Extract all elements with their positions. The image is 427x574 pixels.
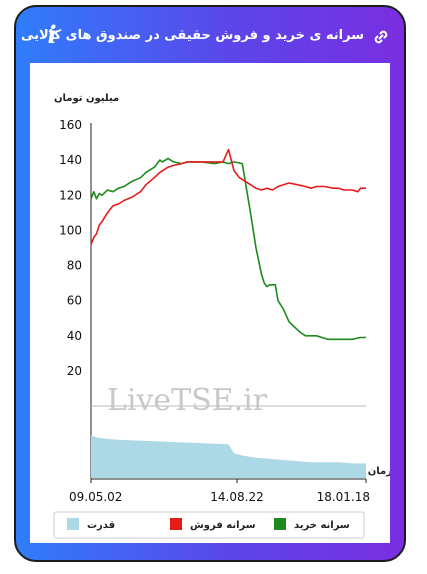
x-axis-label: زمان bbox=[368, 466, 390, 477]
legend-swatch-sell bbox=[170, 518, 182, 530]
y-tick-label: 160 bbox=[59, 118, 82, 132]
y-tick-label: 80 bbox=[67, 259, 82, 273]
chart-card: i سرانه ی خرید و فروش حقیقی در صندوق های… bbox=[14, 5, 406, 562]
legend-swatch-power bbox=[67, 518, 79, 530]
legend-swatch-buy bbox=[274, 518, 286, 530]
legend-label-power: قدرت bbox=[87, 520, 115, 531]
legend-label-buy: سرانه خرید bbox=[294, 520, 350, 531]
y-tick-label: 60 bbox=[67, 294, 82, 308]
x-tick-label: 09.05.02 bbox=[69, 490, 122, 504]
power-area bbox=[91, 435, 366, 478]
y-tick-label: 20 bbox=[67, 364, 82, 378]
card-header: i سرانه ی خرید و فروش حقیقی در صندوق های… bbox=[16, 7, 404, 63]
legend-box bbox=[53, 511, 365, 539]
x-tick-label: 14.08.22 bbox=[210, 490, 263, 504]
watermark-text: LiveTSE.ir bbox=[107, 383, 268, 418]
buy-series-line bbox=[90, 157, 366, 341]
x-tick-label: 18.01.18 bbox=[317, 490, 370, 504]
chart-title: سرانه ی خرید و فروش حقیقی در صندوق های ک… bbox=[20, 28, 364, 43]
legend-label-sell: سرانه فروش bbox=[190, 520, 256, 531]
y-tick-label: 100 bbox=[59, 223, 82, 237]
chart-svg: میلیون تومان 20 40 60 80 100 120 140 160 LiveTSE.… bbox=[53, 93, 390, 539]
sell-series-line bbox=[90, 148, 366, 245]
link-icon[interactable] bbox=[372, 28, 390, 46]
y-tick-label: 140 bbox=[59, 153, 82, 167]
y-tick-label: 120 bbox=[59, 188, 82, 202]
y-tick-label: 40 bbox=[67, 329, 82, 343]
info-icon[interactable]: i bbox=[47, 20, 57, 49]
chart-panel: میلیون تومان 20 40 60 80 100 120 140 160 LiveTSE.… bbox=[30, 63, 390, 543]
y-axis-label: میلیون تومان bbox=[54, 93, 119, 104]
